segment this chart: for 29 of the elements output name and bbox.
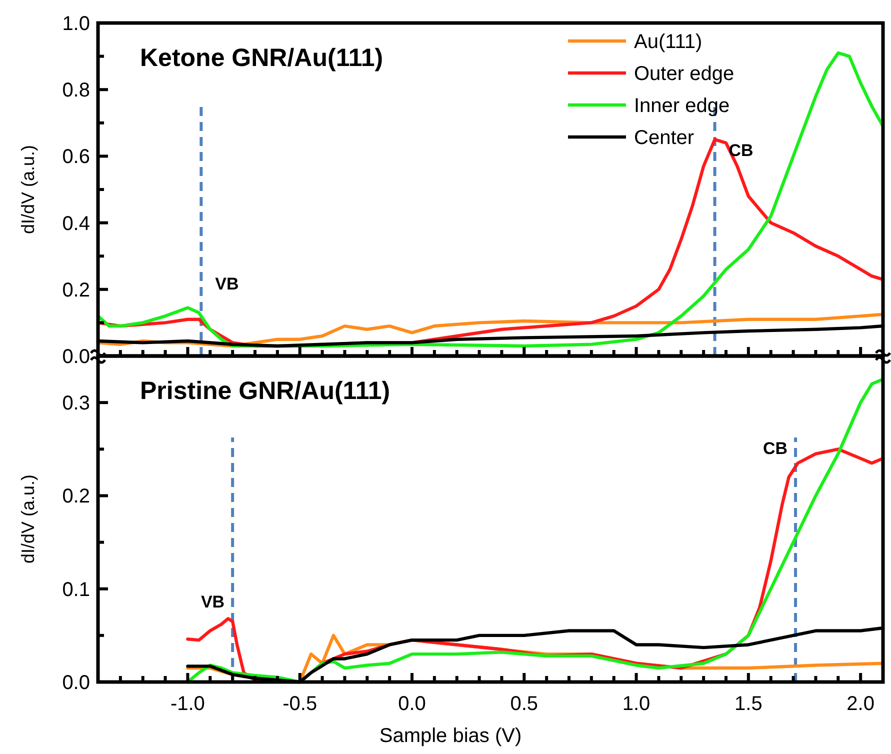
y-tick-label: 0.1 [62, 578, 90, 601]
legend-label: Center [634, 127, 694, 149]
text: Pristine GNR/Au(111) [140, 377, 390, 405]
x-tick-label: 2.0 [846, 693, 874, 715]
y-axis-title: dI/dV (a.u.) [18, 474, 38, 564]
y-tick-label: 0.0 [62, 346, 90, 368]
text: Ketone GNR/Au(111) [140, 44, 384, 72]
x-tick-label: -1.0 [170, 693, 205, 715]
x-axis-title: Sample bias (V) [379, 725, 522, 747]
y-tick-label: 0.2 [62, 486, 90, 508]
annotation: VB [215, 274, 239, 294]
y-tick-label: 0.4 [62, 212, 90, 235]
legend-label: Outer edge [634, 63, 734, 85]
y-tick-label: 1.0 [62, 13, 90, 35]
legend-label: Au(111) [634, 31, 702, 53]
y-tick-label: 0.3 [62, 392, 90, 415]
y-tick-label: 0.0 [62, 672, 90, 694]
legend-label: Inner edge [634, 95, 730, 117]
x-tick-label: 0.5 [510, 693, 538, 715]
y-tick-label: 0.2 [62, 279, 90, 302]
y-axis-title: dI/dV (a.u.) [18, 144, 38, 234]
x-tick-label: 1.5 [734, 693, 762, 715]
x-tick-label: 0.0 [398, 693, 426, 715]
annotation: CB [762, 438, 788, 458]
y-tick-label: 0.6 [62, 146, 90, 168]
annotation: VB [200, 592, 225, 612]
y-tick-label: 0.8 [62, 80, 90, 102]
x-tick-label: -0.5 [282, 693, 318, 715]
x-tick-label: 1.0 [622, 693, 650, 715]
